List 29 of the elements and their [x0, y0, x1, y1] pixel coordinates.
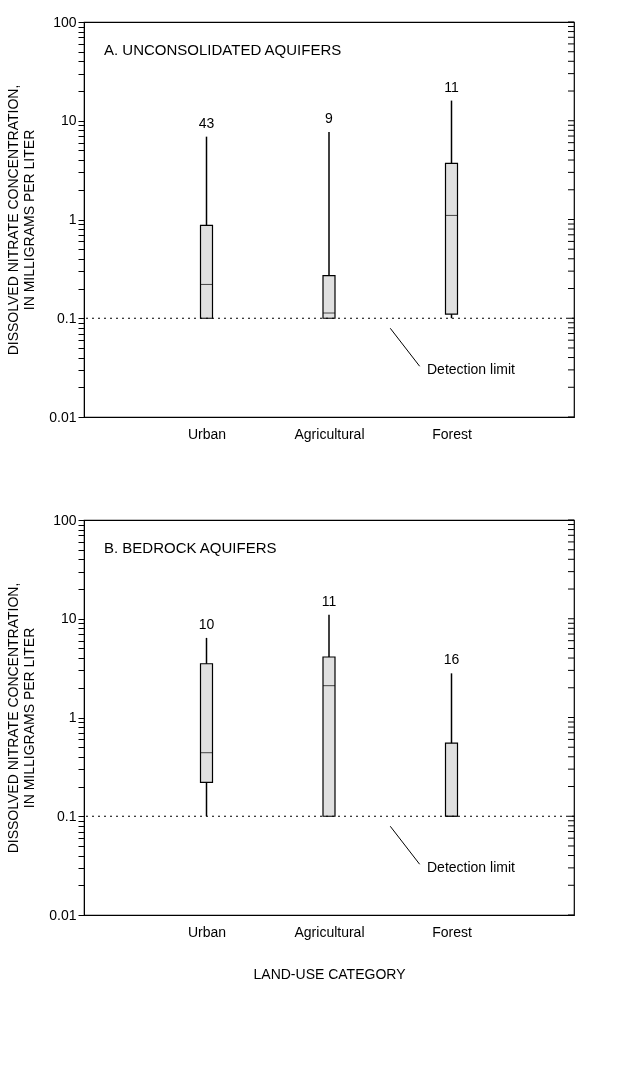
x-tick-label: Agricultural	[294, 425, 365, 442]
x-axis-title: LAND-USE CATEGORY	[253, 965, 407, 982]
x-tick-label: Forest	[432, 923, 472, 940]
y-tick-label: 1	[68, 211, 77, 227]
text: B. BEDROCK AQUIFERS	[104, 539, 277, 556]
x-tick-label: Forest	[432, 425, 472, 442]
y-tick-label: 0.1	[57, 309, 77, 326]
y-axis-title: DISSOLVED NITRATE CONCENTRATION, IN MILLIGRAMS PER LITER	[5, 84, 38, 356]
x-tick-label: Agricultural	[294, 923, 365, 940]
annotation: 10	[198, 615, 215, 632]
y-tick-label: 1	[68, 709, 77, 725]
annotation: 43	[198, 114, 215, 131]
text: A. UNCONSOLIDATED AQUIFERS	[104, 41, 342, 58]
y-tick-label: 10	[60, 610, 77, 627]
y-tick-label: 0.1	[57, 807, 77, 824]
y-tick-label: 10	[60, 112, 77, 129]
annotation: 9	[325, 109, 334, 126]
annotation: 11	[321, 592, 337, 609]
y-tick-label: 0.01	[49, 408, 77, 425]
ref-line-label: Detection limit	[427, 361, 516, 378]
y-tick-label: 100	[53, 13, 77, 30]
x-tick-label: Urban	[187, 923, 227, 940]
ref-line-label: Detection limit	[427, 859, 516, 876]
annotation: 16	[443, 651, 460, 668]
x-tick-label: Urban	[187, 425, 227, 442]
annotation: 11	[444, 78, 459, 95]
y-tick-label: 100	[53, 511, 77, 528]
y-axis-title: DISSOLVED NITRATE CONCENTRATION, IN MILLIGRAMS PER LITER	[5, 582, 38, 854]
y-tick-label: 0.01	[49, 906, 77, 923]
